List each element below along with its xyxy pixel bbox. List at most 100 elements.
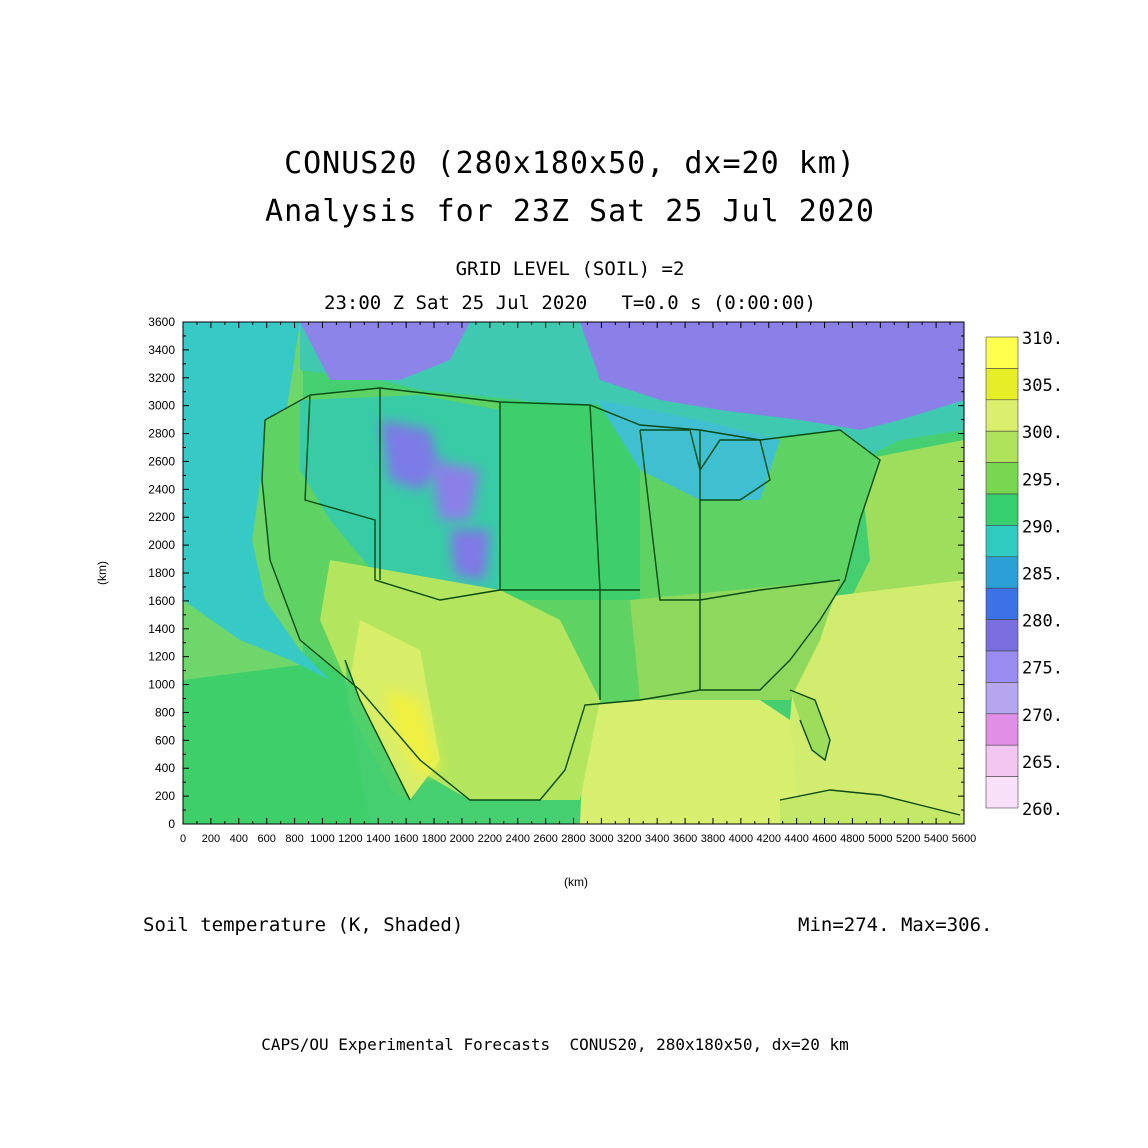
page-title: CONUS20 (280x180x50, dx=20 km) [284,146,856,181]
x-tick-label: 4000 [729,833,753,845]
x-tick-label: 2400 [505,833,529,845]
y-tick-label: 1400 [148,622,175,636]
rockies-cool-region [300,395,500,600]
x-tick-label: 800 [285,833,303,845]
x-tick-label: 4800 [840,833,864,845]
y-tick-label: 1800 [148,566,175,580]
page-title-analysis-time: Analysis for 23Z Sat 25 Jul 2020 [265,194,875,229]
x-tick-label: 5600 [952,833,976,845]
colorbar: 310. 305. 300. 295. 290. 285. 280. 275. 270. 265.… [985,329,1063,820]
x-tick-label: 1000 [310,833,334,845]
colorbar-swatch [985,399,1019,432]
x-tick-label: 4200 [757,833,781,845]
colorbar-swatch [985,744,1019,777]
colorbar-label: 260. [1022,800,1063,820]
y-tick-label: 2800 [148,427,175,441]
desert-hot-spot [385,690,440,775]
y-tick-label: 3600 [148,315,175,329]
y-tick-label: 0 [168,817,175,831]
canada-west-cold [300,322,470,380]
x-tick-labels: 0 200 400 600 800 1000 1200 1400 1600 1800 2000 220… [180,833,976,845]
colorbar-label: 290. [1022,517,1063,537]
canada-east-cold [580,322,964,430]
x-tick-label: 3800 [701,833,725,845]
colorbar-swatch [985,430,1019,463]
colorbar-label: 285. [1022,565,1063,585]
x-tick-label: 2200 [478,833,502,845]
y-tick-label: 2600 [148,454,175,468]
x-tick-label: 5400 [924,833,948,845]
y-tick-label: 2400 [148,482,175,496]
montana-cold-spot [380,420,440,490]
x-tick-label: 1600 [394,833,418,845]
y-tick-label: 800 [155,705,175,719]
central-state-lines [589,404,601,700]
colorbar-label: 275. [1022,659,1063,679]
x-tick-label: 2800 [561,833,585,845]
colorbar-swatch [985,462,1019,495]
colorbar-label: 305. [1022,376,1063,396]
florida-coastline [789,689,831,762]
x-tick-label: 200 [202,833,220,845]
plains-state-lines [499,402,640,591]
x-tick-label: 5000 [868,833,892,845]
x-tick-label: 3200 [617,833,641,845]
y-tick-label: 3200 [148,371,175,385]
atlantic-south-fill [780,580,964,824]
colorbar-swatch [985,682,1019,715]
field-caption: Soil temperature (K, Shaded) [143,914,464,936]
y-tick-label: 1600 [148,594,175,608]
colorbar-label: 310. [1022,329,1063,349]
colorbar-swatch [985,713,1019,746]
colorbar-label: 280. [1022,612,1063,632]
x-tick-label: 3000 [589,833,613,845]
wyoming-cold-spot [430,460,480,520]
min-max-caption: Min=274. Max=306. [798,914,993,936]
x-tick-label: 2600 [533,833,557,845]
y-tick-label: 1200 [148,650,175,664]
colorado-cold-spot [450,530,490,580]
great-lakes-outline [640,429,771,501]
x-tick-label: 1400 [366,833,390,845]
colorbar-label: 265. [1022,753,1063,773]
y-tick-label: 200 [155,789,175,803]
political-boundaries [261,387,961,816]
pacific-coastal-cool-band [183,322,330,680]
florida-fill [790,690,830,760]
axis-ticks [182,321,965,825]
x-tick-label: 5200 [896,833,920,845]
grid-level-label: GRID LEVEL (SOIL) =2 [455,258,685,280]
colorbar-label: 295. [1022,470,1063,490]
colorbar-swatch [985,493,1019,526]
colorbar-swatch [985,556,1019,589]
x-tick-label: 2000 [450,833,474,845]
x-tick-label: 1200 [338,833,362,845]
colorbar-label: 300. [1022,423,1063,443]
cuba-fill [780,790,964,824]
footer-credit: CAPS/OU Experimental Forecasts CONUS20, … [261,1035,849,1054]
colorbar-swatch [985,587,1019,620]
y-tick-label: 2200 [148,510,175,524]
y-tick-label: 2000 [148,538,175,552]
pacific-south-shade [183,660,370,824]
x-tick-label: 600 [257,833,275,845]
x-tick-label: 1800 [422,833,446,845]
colorbar-swatch [985,619,1019,652]
southeast-region [630,580,840,700]
western-state-lines [304,394,501,601]
x-tick-label: 3600 [673,833,697,845]
x-tick-label: 0 [180,833,186,845]
cuba-coastline [779,789,961,816]
baja-coastline [344,659,411,801]
y-tick-label: 400 [155,761,175,775]
colorbar-label: 270. [1022,706,1063,726]
y-tick-label: 1000 [148,678,175,692]
y-tick-label: 3000 [148,399,175,413]
x-tick-label: 4400 [784,833,808,845]
colorbar-swatch [985,525,1019,558]
colorbar-swatch [985,650,1019,683]
colorbar-swatch [985,368,1019,401]
y-tick-labels: 0 200 400 600 800 1000 1200 1400 1600 1800 2000 220… [148,315,175,831]
x-tick-label: 4600 [812,833,836,845]
